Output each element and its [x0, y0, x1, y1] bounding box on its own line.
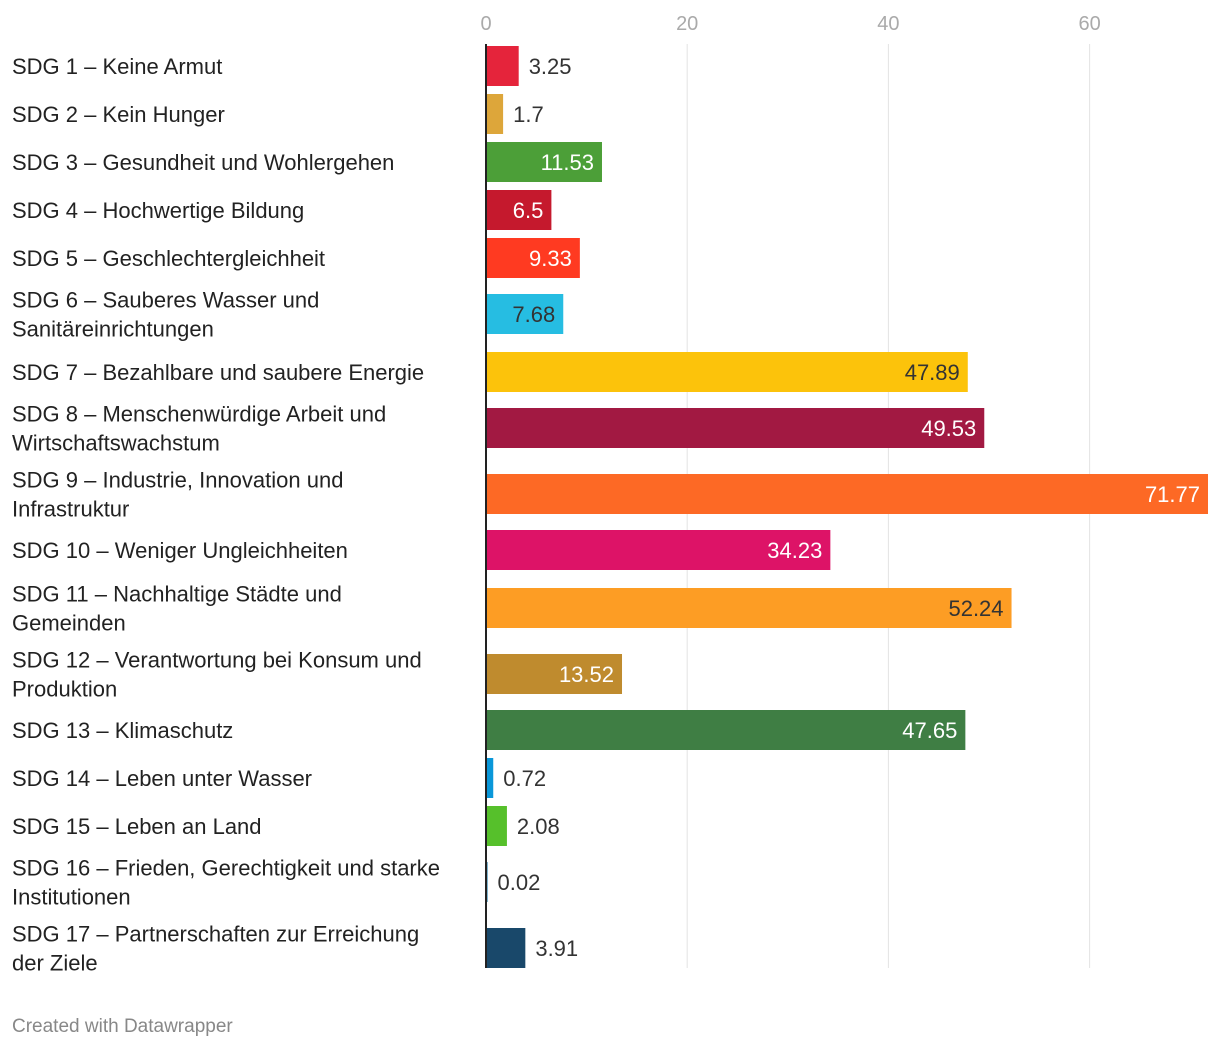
value-label-sdg-12: 13.52: [559, 662, 614, 687]
bar-sdg-9: [486, 474, 1209, 514]
category-label-sdg-2: SDG 2 – Kein Hunger: [12, 102, 225, 127]
value-label-sdg-14: 0.72: [503, 766, 546, 791]
category-label-sdg-3: SDG 3 – Gesundheit und Wohlergehen: [12, 150, 394, 175]
value-label-sdg-11: 52.24: [948, 596, 1003, 621]
value-label-sdg-9: 71.77: [1145, 482, 1200, 507]
bar-sdg-1: [486, 46, 519, 86]
category-label-sdg-8: SDG 8 – Menschenwürdige Arbeit und Wirtsc…: [12, 402, 386, 456]
value-label-sdg-1: 3.25: [529, 54, 572, 79]
datawrapper-credit: Created with Datawrapper: [12, 1016, 233, 1037]
bar-chart: 0 20 40 60 3.25 SDG 1 – Keine Armut 1.7 SDG 2 –…: [12, 13, 1209, 976]
x-tick-label-20: 20: [676, 13, 698, 35]
category-label-sdg-9: SDG 9 – Industrie, Innovation und Infrast…: [12, 468, 343, 522]
bar-sdg-7: [486, 352, 968, 392]
category-label-sdg-17: SDG 17 – Partnerschaften zur Erreichung d…: [12, 922, 419, 976]
category-label-sdg-5: SDG 5 – Geschlechtergleichheit: [12, 246, 325, 271]
category-label-sdg-13: SDG 13 – Klimaschutz: [12, 718, 233, 743]
value-label-sdg-4: 6.5: [513, 198, 544, 223]
value-label-sdg-17: 3.91: [535, 936, 578, 961]
value-label-sdg-2: 1.7: [513, 102, 544, 127]
x-tick-label-0: 0: [480, 13, 491, 35]
value-label-sdg-8: 49.53: [921, 416, 976, 441]
bar-sdg-12: [486, 654, 623, 694]
bar-sdg-4: [486, 190, 552, 230]
bar-sdg-6: [486, 294, 564, 334]
value-label-sdg-6: 7.68: [512, 302, 555, 327]
x-tick-label-60: 60: [1078, 13, 1100, 35]
bar-sdg-8: [486, 408, 985, 448]
category-label-sdg-12: SDG 12 – Verantwortung bei Konsum und Pro…: [12, 648, 422, 702]
category-label-sdg-4: SDG 4 – Hochwertige Bildung: [12, 198, 304, 223]
category-label-sdg-16: SDG 16 – Frieden, Gerechtigkeit und star…: [12, 856, 440, 910]
bar-sdg-17: [486, 928, 526, 968]
value-label-sdg-15: 2.08: [517, 814, 560, 839]
bar-sdg-10: [486, 530, 831, 570]
bar-sdg-2: [486, 94, 504, 134]
value-label-sdg-3: 11.53: [541, 150, 594, 175]
category-label-sdg-7: SDG 7 – Bezahlbare und saubere Energie: [12, 360, 424, 385]
category-label-sdg-6: SDG 6 – Sauberes Wasser und Sanitäreinric…: [12, 288, 319, 342]
value-label-sdg-13: 47.65: [902, 718, 957, 743]
bar-sdg-15: [486, 806, 507, 846]
bar-sdg-3: [486, 142, 602, 182]
bar-sdg-5: [486, 238, 580, 278]
value-label-sdg-5: 9.33: [529, 246, 572, 271]
category-label-sdg-10: SDG 10 – Weniger Ungleichheiten: [12, 538, 348, 563]
x-tick-label-40: 40: [877, 13, 899, 35]
bar-sdg-11: [486, 588, 1012, 628]
value-label-sdg-16: 0.02: [498, 870, 541, 895]
value-label-sdg-7: 47.89: [905, 360, 960, 385]
category-label-sdg-14: SDG 14 – Leben unter Wasser: [12, 766, 312, 791]
bar-sdg-13: [486, 710, 966, 750]
category-label-sdg-1: SDG 1 – Keine Armut: [12, 54, 222, 79]
category-label-sdg-15: SDG 15 – Leben an Land: [12, 814, 262, 839]
bar-sdg-14: [486, 758, 494, 798]
value-label-sdg-10: 34.23: [767, 538, 822, 563]
category-label-sdg-11: SDG 11 – Nachhaltige Städte und Gemeinden: [12, 582, 342, 636]
